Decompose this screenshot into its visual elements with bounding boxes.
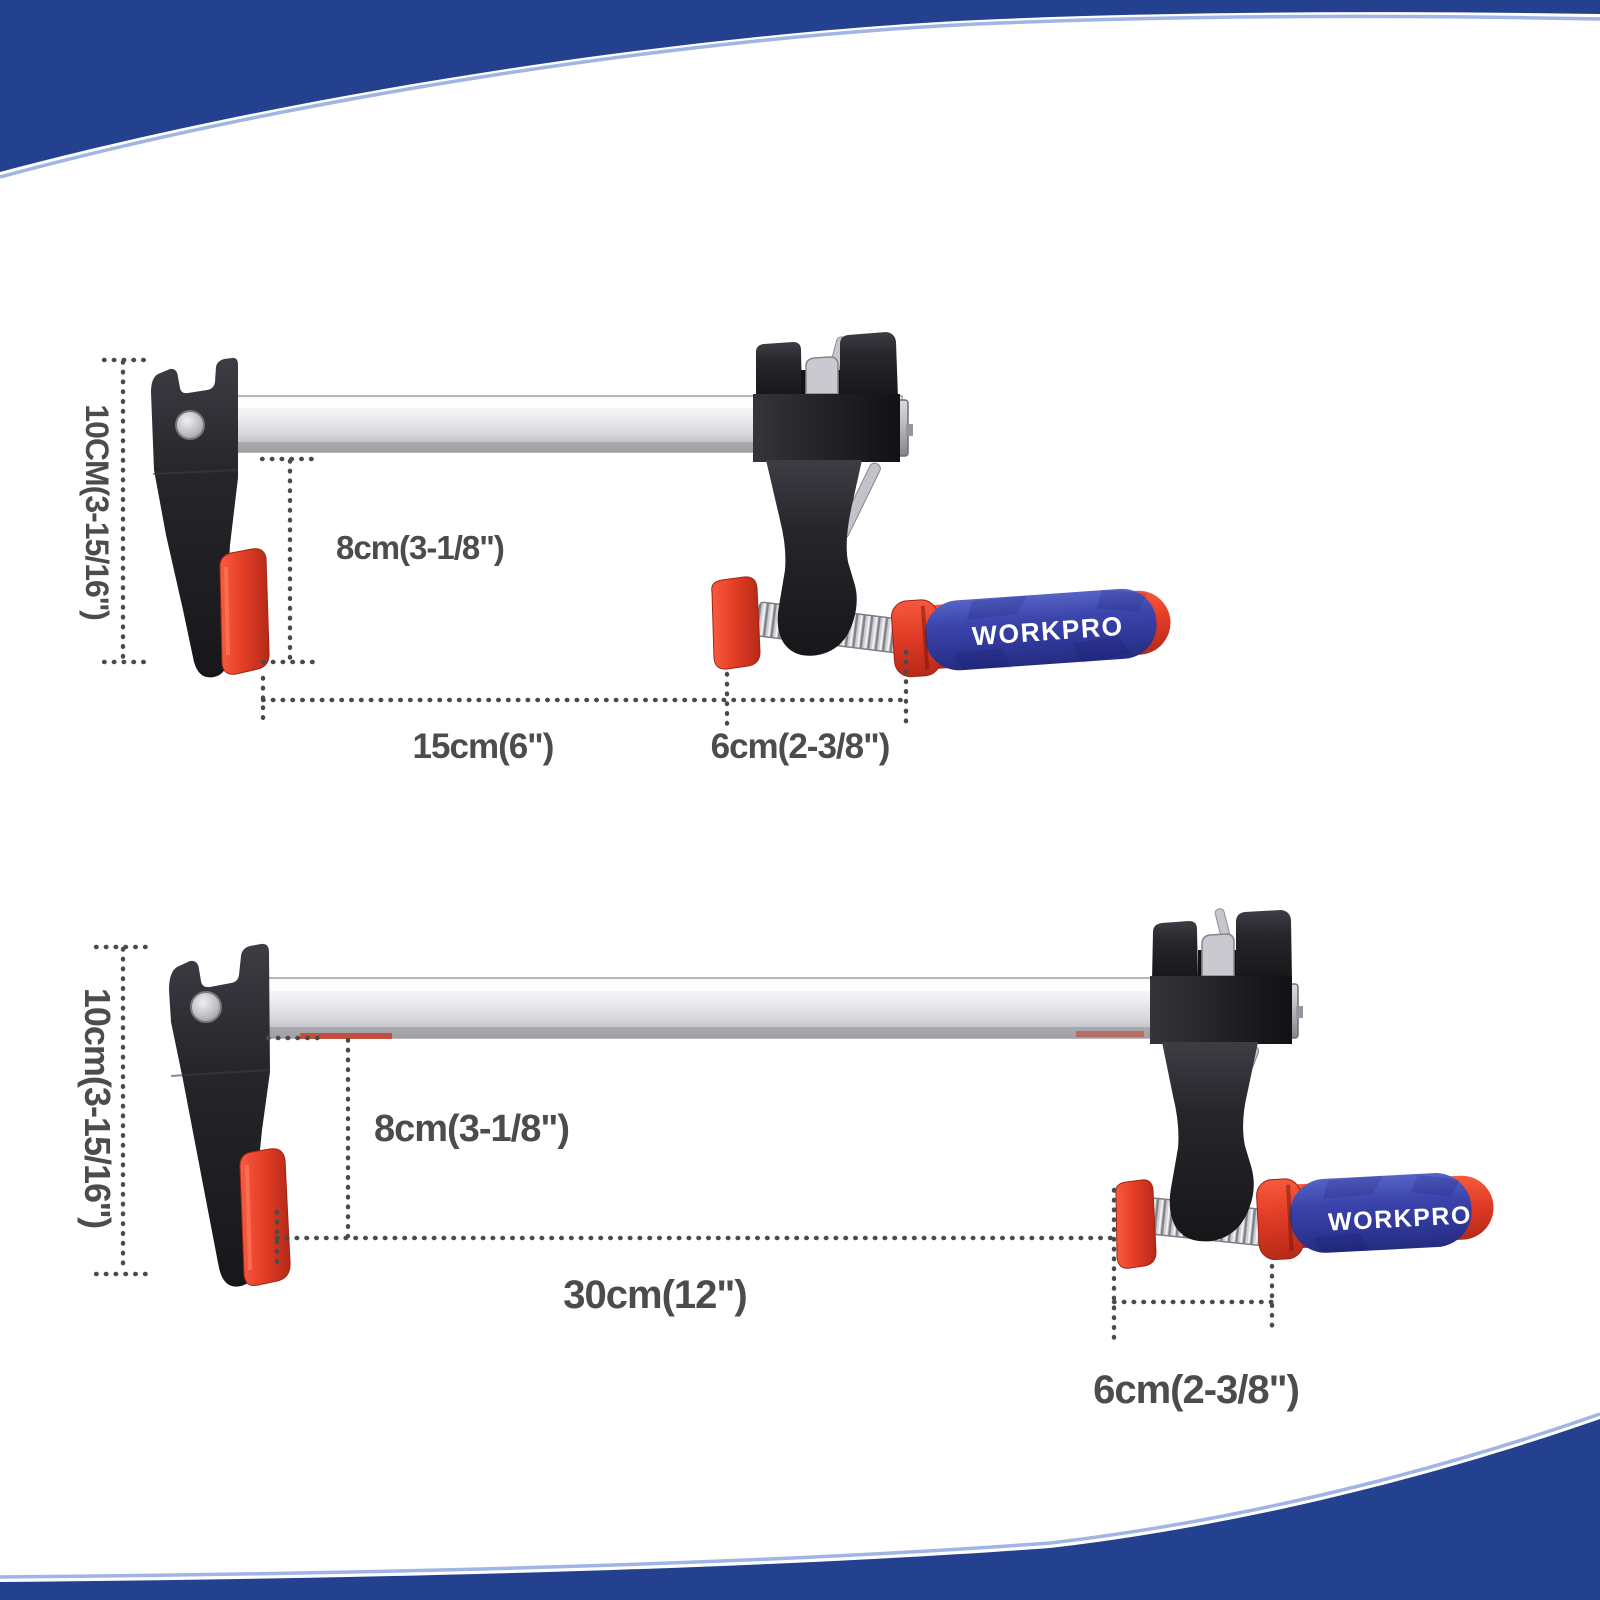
clamp-12in-spring-clip [1201,933,1235,977]
clamp-6in-grip-panel-2 [1096,590,1148,612]
clamp-6in-jaw-pad [219,548,270,675]
clamp-12in-screw-pad [1115,1179,1157,1269]
clamp-12in-head-body [1150,976,1292,1044]
clamp-12in-handle: WORKPRO [1256,1173,1494,1260]
clamp-12in-grip-panel-1 [1322,1175,1383,1199]
clamp-12in-jaw-ridge [170,1069,271,1077]
dims-12in: 10cm(3-15/16'') 8cm(3-1/8") 30cm(12") 6c… [77,944,1300,1412]
clamp-12in-rivet [190,991,222,1023]
clamp-12in-jaw-pad-highlight [245,1164,252,1271]
dim-12in-throat-label: 8cm(3-1/8") [374,1108,569,1150]
clamp-6in-grip-panel-3 [953,648,1013,670]
clamp-6in-grip-panel-1 [966,595,1028,620]
clamp-12in: WORKPRO [169,908,1494,1287]
dims-6in: 10CM(3-15/16'') 8cm(3-1/8") 15cm(6") 6cm… [79,357,909,766]
clamp-12in-endcap-pin [1296,1006,1303,1018]
clamp-6in-fixed-jaw [151,357,238,678]
clamp-6in-bar-highlight [228,399,902,408]
clamp-6in-endcap-pin [906,424,913,436]
clamp-6in-sliding-head [753,332,913,656]
clamp-12in-handle-grip [1289,1173,1472,1253]
swoosh-bottom-edge-highlight [0,1412,1600,1579]
clamp-6in-grip-panel-4 [1072,636,1132,663]
dim-12in-height-label: 10cm(3-15/16'') [77,988,118,1228]
dim-6in-throat-label: 8cm(3-1/8") [336,529,504,566]
clamp-6in-head-body [753,394,900,462]
clamp-12in-grip-panel-2 [1410,1174,1461,1197]
clamp-6in-spring-clip [805,356,839,395]
clamp-6in-jaw-pad-highlight [224,566,230,656]
clamp-6in-jaw-ridge [152,469,239,475]
clamp-12in-grip-panel-3 [1312,1233,1370,1252]
clamp-6in: WORKPRO [151,332,1171,678]
clamp-12in-sliding-head [1150,908,1303,1242]
clamp-6in-rivet [175,410,205,440]
clamp-6in-fork-left [756,342,802,398]
dim-12in-screw-label: 6cm(2-3/8") [1093,1368,1299,1412]
clamp-12in-handle-junction [1286,1184,1294,1251]
dim-12in-opening-label: 30cm(12") [563,1273,746,1317]
clamp-12in-fork-right [1236,910,1292,980]
clamp-6in-fork-right [840,332,898,398]
clamp-12in-bar-red-reflection-right [1076,1031,1144,1037]
swoosh-top-left [0,0,1600,172]
dim-6in-height-label: 10CM(3-15/16'') [79,404,115,620]
clamp-6in-arm [766,460,862,656]
clamp-12in-bar-shade [240,1027,1290,1038]
clamp-12in-fork-left [1152,921,1198,980]
clamp-6in-handle-grip [924,588,1157,671]
clamp-12in-bar-red-reflection-left [300,1033,392,1039]
swoosh-top-edge-highlight [0,14,1600,179]
clamp-12in-arm [1162,1042,1258,1242]
clamp-6in-bar-shade [228,442,902,452]
clamp-6in-handle-junction [920,605,930,670]
clamp-6in-screw-pad [711,576,761,670]
swoosh-bottom-right [0,1419,1600,1600]
dim-6in-opening-label: 15cm(6") [413,727,554,766]
clamp-12in-bar-highlight [240,981,1290,991]
clamp-6in-handle: WORKPRO [890,588,1171,678]
dim-6in-screw-label: 6cm(2-3/8") [711,727,890,766]
